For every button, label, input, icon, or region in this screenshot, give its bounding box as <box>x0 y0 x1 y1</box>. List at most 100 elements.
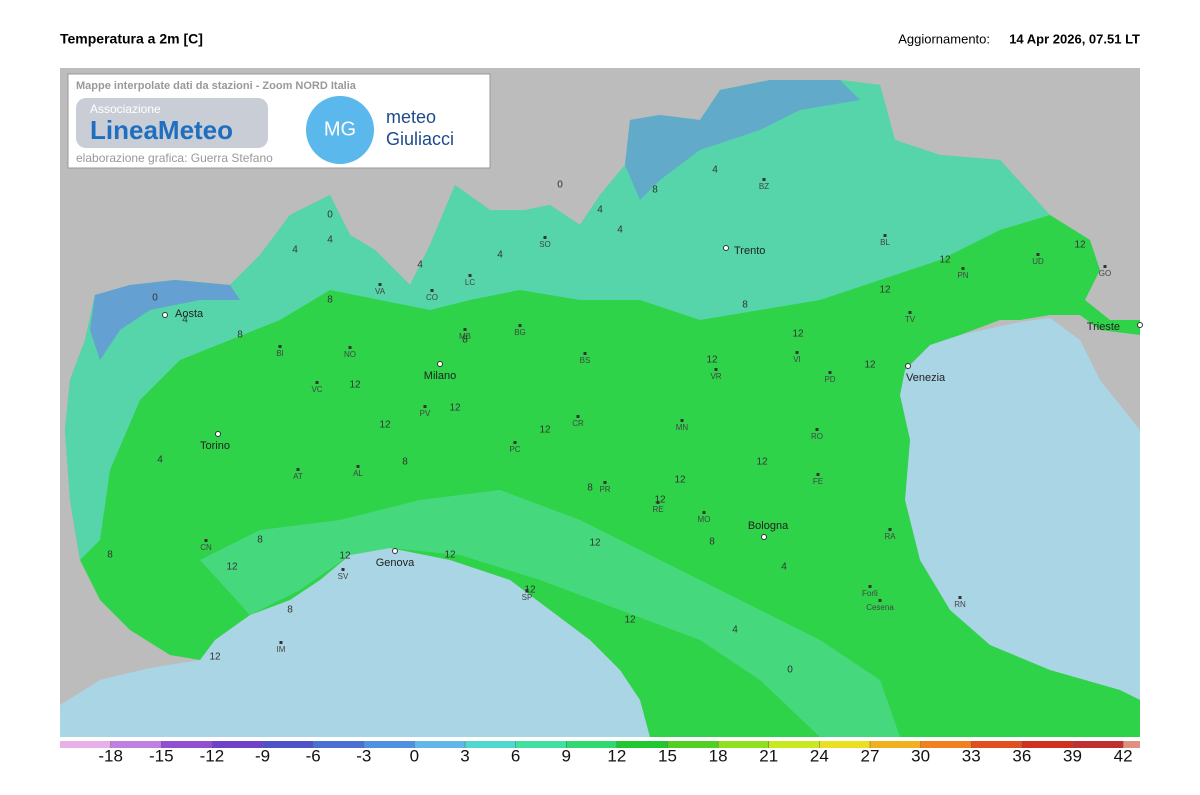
colorbar-tick-label: 3 <box>460 746 469 765</box>
colorbar-tick-label: 12 <box>607 746 626 765</box>
contour-label: 8 <box>709 537 715 548</box>
contour-label: 4 <box>327 235 333 246</box>
contour-label: 8 <box>237 330 243 341</box>
city-marker <box>1137 322 1143 328</box>
contour-label: 4 <box>712 165 718 176</box>
colorbar-tick-label: 33 <box>962 746 981 765</box>
province-label: TV <box>905 315 916 324</box>
contour-label: 4 <box>732 625 738 636</box>
sea <box>60 548 650 737</box>
contour-label: 12 <box>444 550 456 561</box>
province-marker <box>468 274 472 277</box>
city-marker <box>905 363 911 369</box>
colorbar-segment <box>60 741 111 748</box>
contour-label: 8 <box>327 295 333 306</box>
contour-label: 8 <box>287 605 293 616</box>
contour-label: 8 <box>257 535 263 546</box>
colorbar-tick-label: -6 <box>306 746 321 765</box>
province-marker <box>961 267 965 270</box>
contour-label: 8 <box>587 483 593 494</box>
city-marker <box>761 534 767 540</box>
colorbar-tick-label: 30 <box>911 746 930 765</box>
colorbar-tick-label: 39 <box>1063 746 1082 765</box>
province-marker <box>868 585 872 588</box>
colorbar-segment <box>465 741 516 748</box>
colorbar-tick-label: -3 <box>356 746 371 765</box>
city-marker <box>215 431 221 437</box>
contour-label: 4 <box>182 315 188 326</box>
province-label: GO <box>1099 269 1111 278</box>
province-marker <box>888 528 892 531</box>
mg-logo <box>306 96 374 164</box>
contour-label: 8 <box>107 550 113 561</box>
title: Temperatura a 2m [C] <box>60 31 203 47</box>
province-marker <box>680 419 684 422</box>
contour-label: 12 <box>349 380 361 391</box>
province-label: PV <box>420 409 431 418</box>
contour-label: 12 <box>449 403 461 414</box>
alps-coldest <box>625 80 860 200</box>
contour-label: 12 <box>706 355 718 366</box>
province-label: IM <box>277 645 286 654</box>
colorbar-tick-label: -12 <box>200 746 225 765</box>
colorbar-segment <box>363 741 415 748</box>
province-marker <box>762 178 766 181</box>
province-marker <box>1036 253 1040 256</box>
contour-label: 8 <box>652 185 658 196</box>
colorbar-segment <box>161 741 212 748</box>
city-label: Trieste <box>1087 321 1120 333</box>
province-label: MO <box>698 515 711 524</box>
province-marker <box>513 441 517 444</box>
overlay-credit: elaborazione grafica: Guerra Stefano <box>76 151 273 165</box>
colorbar-tick-label: -18 <box>98 746 123 765</box>
province-label: VC <box>311 385 322 394</box>
contour-label: 12 <box>864 360 876 371</box>
colorbar-tick-label: 27 <box>861 746 880 765</box>
province-marker <box>518 324 522 327</box>
contour-label: 4 <box>497 250 503 261</box>
province-marker <box>356 465 360 468</box>
city-marker <box>392 548 398 554</box>
contour-label: 4 <box>417 260 423 271</box>
province-marker <box>1103 265 1107 268</box>
contour-label: 8 <box>742 300 748 311</box>
contour-label: 4 <box>157 455 163 466</box>
province-marker <box>204 539 208 542</box>
colorbar-tick-label: -15 <box>149 746 174 765</box>
colorbar-segment <box>768 741 820 748</box>
colorbar-segment <box>515 741 567 748</box>
colorbar-segment <box>1021 741 1073 748</box>
province-label: BS <box>580 356 591 365</box>
contour-label: 8 <box>462 335 468 346</box>
province-marker <box>543 236 547 239</box>
colorbar-tick-label: 24 <box>810 746 829 765</box>
colorbar-segment <box>414 741 465 748</box>
province-label: SO <box>539 240 551 249</box>
contour-label: 12 <box>524 585 536 596</box>
logo-main: LineaMeteo <box>90 115 233 145</box>
province-label: NO <box>344 350 356 359</box>
colorbar-tick-label: 0 <box>410 746 419 765</box>
logo-small: Associazione <box>90 102 161 116</box>
province-label: CO <box>426 293 438 302</box>
contour-label: 12 <box>654 495 666 506</box>
logo-bg <box>76 98 268 148</box>
contour-label: 12 <box>624 615 636 626</box>
province-label: RA <box>884 532 896 541</box>
colorbar-segment <box>110 741 162 748</box>
city-label: Venezia <box>906 372 946 384</box>
colorbar-segment <box>971 741 1022 748</box>
city-label: Aosta <box>175 308 204 320</box>
colorbar-tick-label: -9 <box>255 746 270 765</box>
province-label: SV <box>338 572 349 581</box>
province-label: FE <box>813 477 823 486</box>
colorbar-segment <box>920 741 972 748</box>
province-marker <box>795 351 799 354</box>
province-marker <box>315 381 319 384</box>
colorbar-tick-label: 9 <box>562 746 571 765</box>
colorbar-tick-label: 15 <box>658 746 677 765</box>
colorbar-tick-label: 6 <box>511 746 520 765</box>
province-label: RE <box>652 505 663 514</box>
colorbar-tick-label: 42 <box>1114 746 1133 765</box>
colorbar-segment <box>667 741 719 748</box>
